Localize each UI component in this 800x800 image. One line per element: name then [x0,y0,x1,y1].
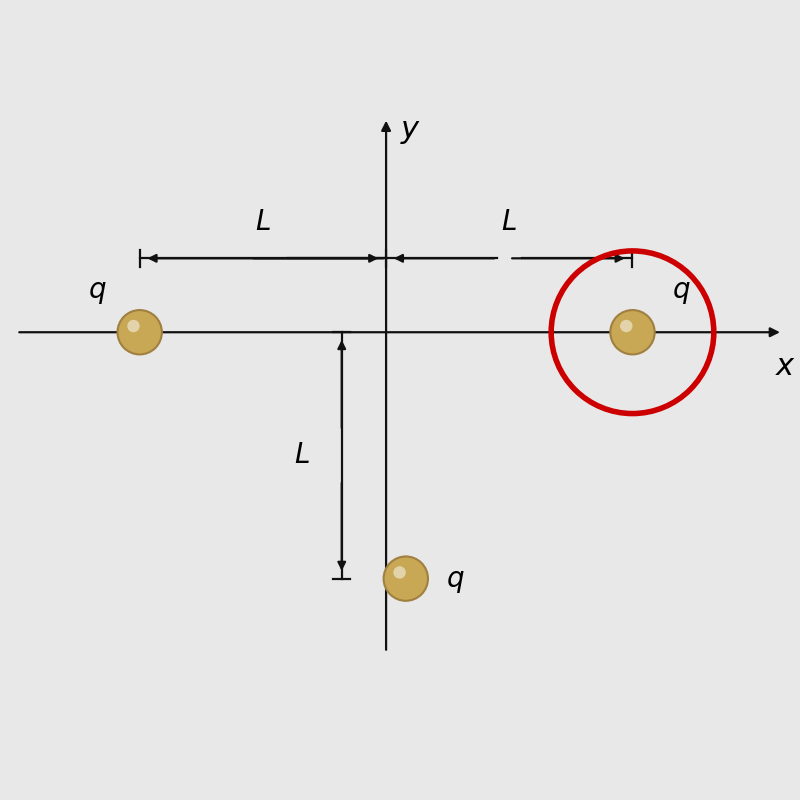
Text: L: L [294,442,310,470]
Text: x: x [776,352,794,381]
Circle shape [610,310,654,354]
Circle shape [394,566,406,578]
Text: q: q [89,276,106,304]
Circle shape [118,310,162,354]
Circle shape [620,320,633,332]
Text: q: q [446,565,464,593]
Circle shape [384,557,428,601]
Circle shape [127,320,140,332]
Text: y: y [401,115,419,145]
Text: L: L [255,208,270,236]
Text: L: L [502,208,517,236]
Text: q: q [673,276,690,304]
